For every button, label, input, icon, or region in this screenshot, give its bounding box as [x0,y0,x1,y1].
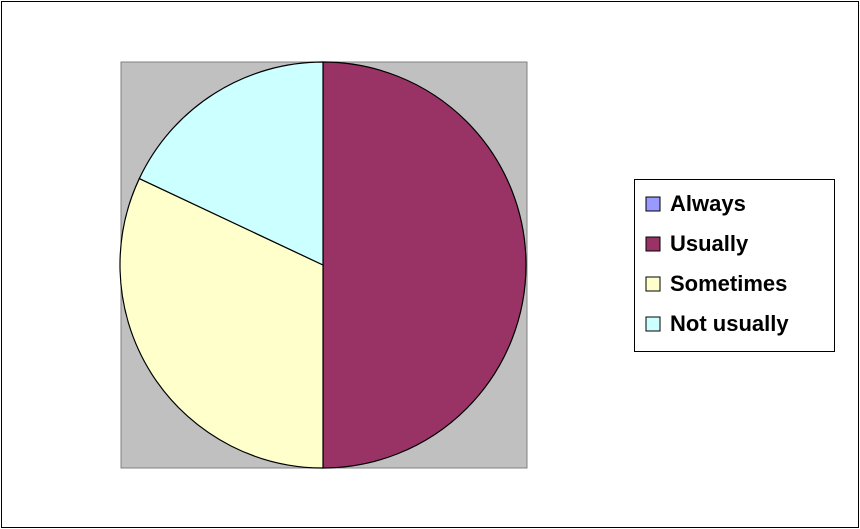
legend-swatch [645,196,661,212]
pie-slice [138,61,324,266]
legend-label: Sometimes [670,271,787,296]
legend-swatch [645,276,661,292]
legend-label: Always [670,191,746,216]
legend-label: Usually [670,231,749,256]
legend-label: Not usually [670,311,789,336]
legend-swatch [645,316,661,332]
legend-swatch [645,236,661,252]
pie-slice [119,177,324,469]
legend-box [634,179,835,352]
pie-slice [322,61,527,469]
